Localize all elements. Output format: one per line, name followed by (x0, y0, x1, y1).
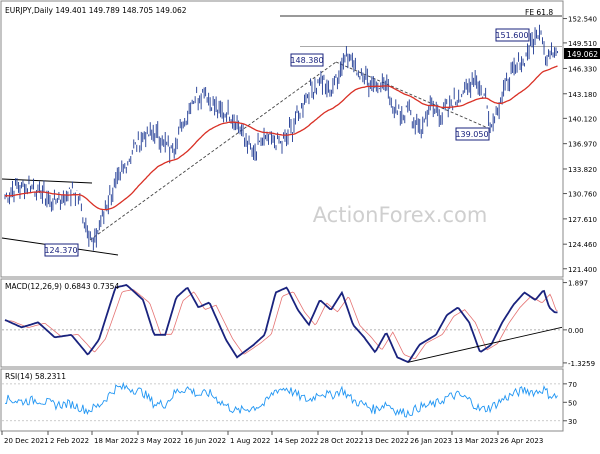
price-y-tick-label: 143.180 (568, 91, 597, 99)
price-y-tick-label: 149.510 (568, 40, 597, 48)
annotation-124370: 124.370 (44, 243, 79, 257)
rsi-y-tick-label: 50 (568, 399, 577, 407)
macd-y-tick-label: -1.3259 (568, 360, 595, 368)
annotation-151600: 151.600 (495, 28, 530, 42)
x-tick-label: 20 Dec 2021 (4, 437, 49, 445)
macd-line (4, 284, 558, 364)
svg-text:148.380: 148.380 (290, 56, 323, 65)
price-grid (280, 15, 562, 48)
x-tick-label: 26 Apr 2023 (500, 437, 543, 445)
svg-text:151.600: 151.600 (495, 31, 528, 40)
x-tick-label: 13 Dec 2022 (364, 437, 409, 445)
macd-panel (0, 278, 564, 368)
macd-y-tick-label: 1.897 (568, 280, 588, 288)
x-tick-label: 3 May 2022 (140, 437, 181, 445)
macd-trendline (407, 326, 563, 363)
rsi-grid (2, 383, 562, 422)
price-y-tick-label: 124.460 (568, 241, 597, 249)
rsi-y-tick-label: 70 (568, 381, 577, 389)
price-y-tick-label: 136.970 (568, 141, 597, 149)
price-title: EURJPY,Daily 149.401 149.789 148.705 149… (5, 6, 187, 15)
price-y-tick-label: 133.820 (568, 166, 597, 174)
x-tick-label: 18 Mar 2022 (94, 437, 138, 445)
price-y-tick-label: 146.330 (568, 65, 597, 73)
price-y-tick-label: 130.760 (568, 191, 597, 199)
x-tick-label: 16 Jun 2022 (184, 437, 226, 445)
price-series (4, 24, 558, 251)
macd-y-tick-label: 0.00 (568, 327, 584, 335)
rsi-panel (0, 368, 564, 432)
annotation-139050: 139.050 (455, 127, 490, 141)
x-tick-label: 2 Feb 2022 (50, 437, 89, 445)
x-tick-label: 26 Jan 2023 (410, 437, 452, 445)
x-axis: 20 Dec 2021 2 Feb 2022 18 Mar 2022 3 May 20… (1, 431, 543, 445)
x-tick-label: 28 Oct 2022 (320, 437, 363, 445)
svg-text:124.370: 124.370 (44, 246, 77, 255)
rsi-line (4, 381, 558, 418)
rsi-series (4, 381, 558, 418)
dashed-rise-line (89, 61, 337, 241)
price-y-tick-label: 140.120 (568, 115, 597, 123)
svg-text:139.050: 139.050 (455, 130, 488, 139)
price-y-tick-label: 127.610 (568, 216, 597, 224)
macd-y-axis: 1.897 0.00 -1.3259 (563, 280, 595, 368)
x-tick-label: 13 Mar 2023 (454, 437, 498, 445)
last-price-tag: 149.062 (564, 48, 600, 59)
x-tick-label: 1 Aug 2022 (230, 437, 270, 445)
rsi-y-axis: 70 50 30 (563, 381, 577, 426)
macd-title: MACD(12,26,9) 0.6843 0.7354 (5, 282, 119, 291)
price-y-tick-label: 121.400 (568, 266, 597, 274)
macd-series (2, 284, 563, 364)
svg-text:149.062: 149.062 (567, 50, 598, 59)
price-y-axis: 152.540 149.510 146.330 143.180 140.120 136.9… (563, 16, 597, 274)
rsi-y-tick-label: 30 (568, 418, 577, 426)
ema-line (4, 65, 558, 211)
price-y-tick-label: 152.540 (568, 16, 597, 24)
annotation-148380: 148.380 (290, 53, 324, 67)
x-tick-label: 14 Sep 2022 (274, 437, 318, 445)
fe-label: FE 61.8 (525, 8, 553, 17)
watermark: ActionForex.com (313, 203, 488, 227)
rsi-title: RSI(14) 58.2311 (5, 372, 66, 381)
macd-signal-line (5, 289, 558, 360)
